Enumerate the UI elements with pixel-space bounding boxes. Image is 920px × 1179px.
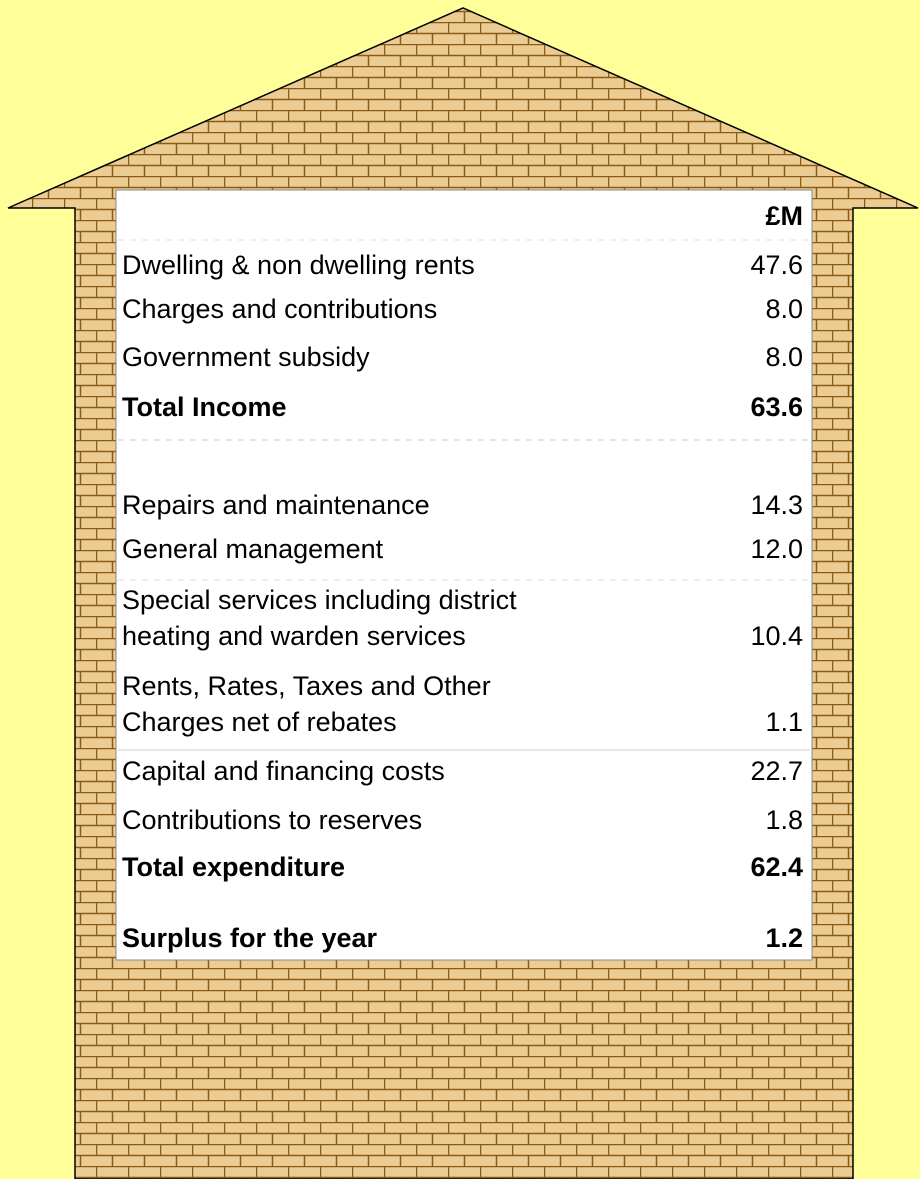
row-value: 1.8 — [765, 805, 803, 835]
page: £M Dwelling & non dwelling rents 47.6 Char… — [0, 0, 920, 1179]
house-infographic: £M Dwelling & non dwelling rents 47.6 Char… — [0, 0, 920, 1179]
row-label: Total expenditure — [122, 852, 345, 882]
row-label: General management — [122, 534, 384, 564]
row-value: 62.4 — [750, 852, 803, 882]
column-header: £M — [765, 201, 803, 231]
row-label: Dwelling & non dwelling rents — [122, 250, 475, 280]
row-label: Total Income — [122, 392, 287, 422]
row-value: 14.3 — [750, 490, 803, 520]
row-label: Contributions to reserves — [122, 805, 422, 835]
row-value: 8.0 — [765, 294, 803, 324]
row-label: Government subsidy — [122, 342, 370, 372]
row-label: Rents, Rates, Taxes and Other — [122, 671, 491, 701]
row-value: 12.0 — [750, 534, 803, 564]
row-value: 63.6 — [750, 392, 803, 422]
row-value: 1.1 — [765, 707, 803, 737]
row-label: Repairs and maintenance — [122, 490, 430, 520]
row-value: 10.4 — [750, 621, 803, 651]
row-value: 8.0 — [765, 342, 803, 372]
row-label: Capital and financing costs — [122, 756, 445, 786]
row-label: Charges net of rebates — [122, 707, 397, 737]
row-value: 47.6 — [750, 250, 803, 280]
row-value: 22.7 — [750, 756, 803, 786]
row-label: heating and warden services — [122, 621, 466, 651]
row-label: Special services including district — [122, 585, 517, 615]
row-label: Charges and contributions — [122, 294, 437, 324]
row-value: 1.2 — [765, 923, 803, 953]
row-label: Surplus for the year — [122, 923, 378, 953]
